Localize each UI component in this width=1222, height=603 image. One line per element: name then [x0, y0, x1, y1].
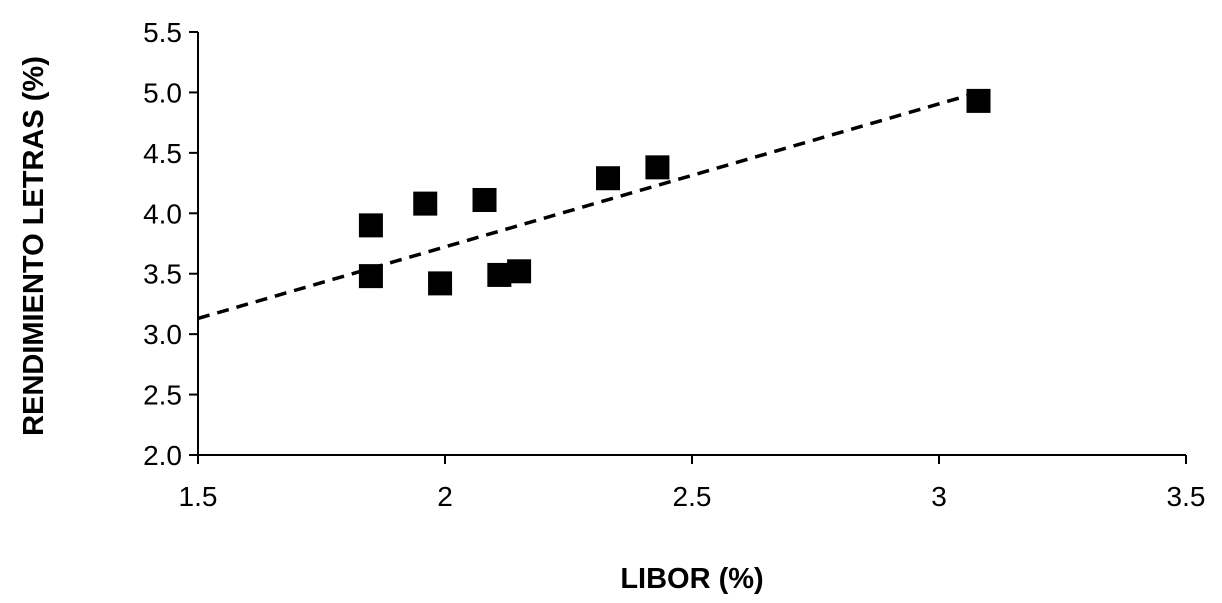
data-point: [966, 88, 991, 113]
data-point: [507, 259, 532, 284]
y-tick-label: 3.5: [143, 259, 182, 290]
y-axis-title: RENDIMIENTO LETRAS (%): [18, 56, 50, 436]
data-point: [428, 271, 453, 296]
y-tick-label: 5.5: [143, 17, 182, 48]
axes: 2.0 2.5 3.0 3.5 4.0 4.5 5.0 5.5 1.5 2 2.5 3 3.5: [143, 17, 1205, 512]
x-tick-label: 2: [437, 481, 453, 512]
data-point: [413, 191, 438, 216]
data-point: [472, 187, 497, 212]
x-tick-label: 2.5: [673, 481, 712, 512]
y-tick-label: 4.5: [143, 138, 182, 169]
y-tick-label: 5.0: [143, 77, 182, 108]
x-axis-ticks: 1.5 2 2.5 3 3.5: [179, 455, 1206, 512]
y-tick-label: 2.5: [143, 380, 182, 411]
y-tick-label: 2.0: [143, 440, 182, 471]
data-points: [358, 88, 991, 296]
y-axis-ticks: 2.0 2.5 3.0 3.5 4.0 4.5 5.0 5.5: [143, 17, 198, 471]
data-point: [358, 213, 383, 238]
x-tick-label: 3.5: [1167, 481, 1206, 512]
y-tick-label: 4.0: [143, 198, 182, 229]
x-tick-label: 1.5: [179, 481, 218, 512]
y-tick-label: 3.0: [143, 319, 182, 350]
x-axis-title: LIBOR (%): [620, 563, 763, 595]
x-tick-label: 3: [931, 481, 947, 512]
data-point: [358, 264, 383, 289]
data-point: [645, 155, 670, 180]
trendline: [197, 90, 980, 321]
data-point: [596, 166, 621, 191]
